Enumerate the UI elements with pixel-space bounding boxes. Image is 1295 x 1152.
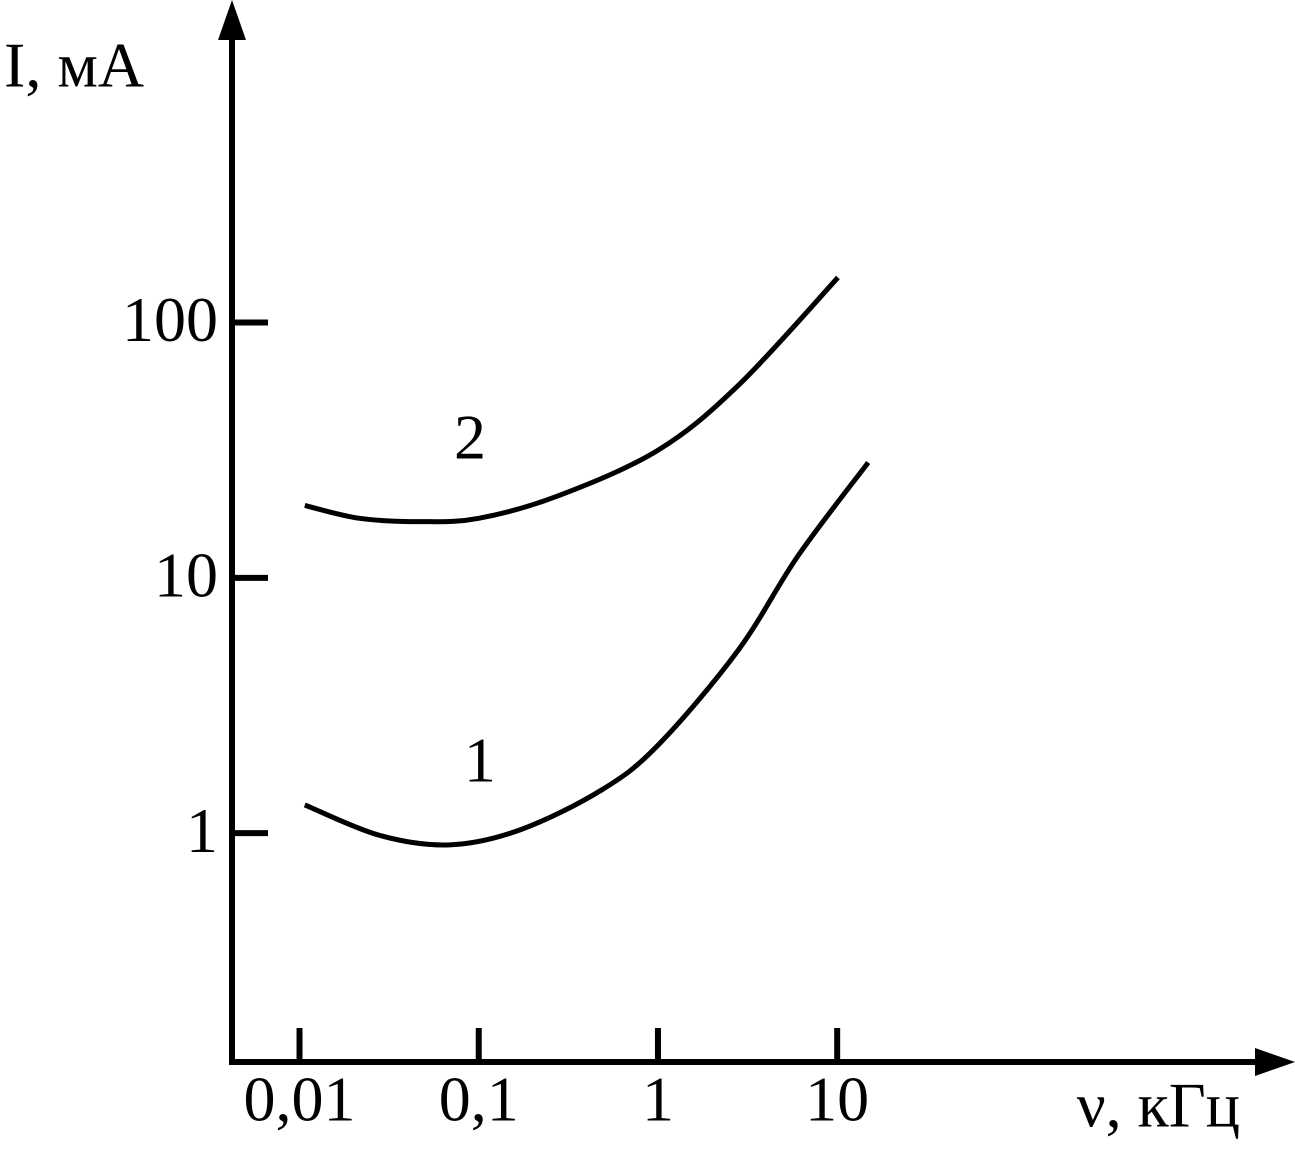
- y-tick-label: 100: [122, 284, 218, 355]
- x-axis-label: ν, кГц: [1077, 1070, 1240, 1141]
- x-tick-label: 0,1: [439, 1064, 519, 1135]
- y-axis-label: I, мА: [4, 30, 144, 101]
- series-label: 1: [464, 725, 496, 796]
- x-axis-arrow: [1255, 1048, 1295, 1076]
- line: [304, 275, 840, 525]
- series-label: 2: [454, 401, 486, 472]
- x-tick-label: 1: [642, 1064, 674, 1135]
- x-tick-label: 0,01: [244, 1064, 356, 1135]
- x-tick-label: 10: [805, 1064, 869, 1135]
- y-axis-arrow: [218, 0, 246, 40]
- y-tick-label: 10: [154, 540, 218, 611]
- line: [303, 460, 871, 848]
- y-tick-label: 1: [186, 795, 218, 866]
